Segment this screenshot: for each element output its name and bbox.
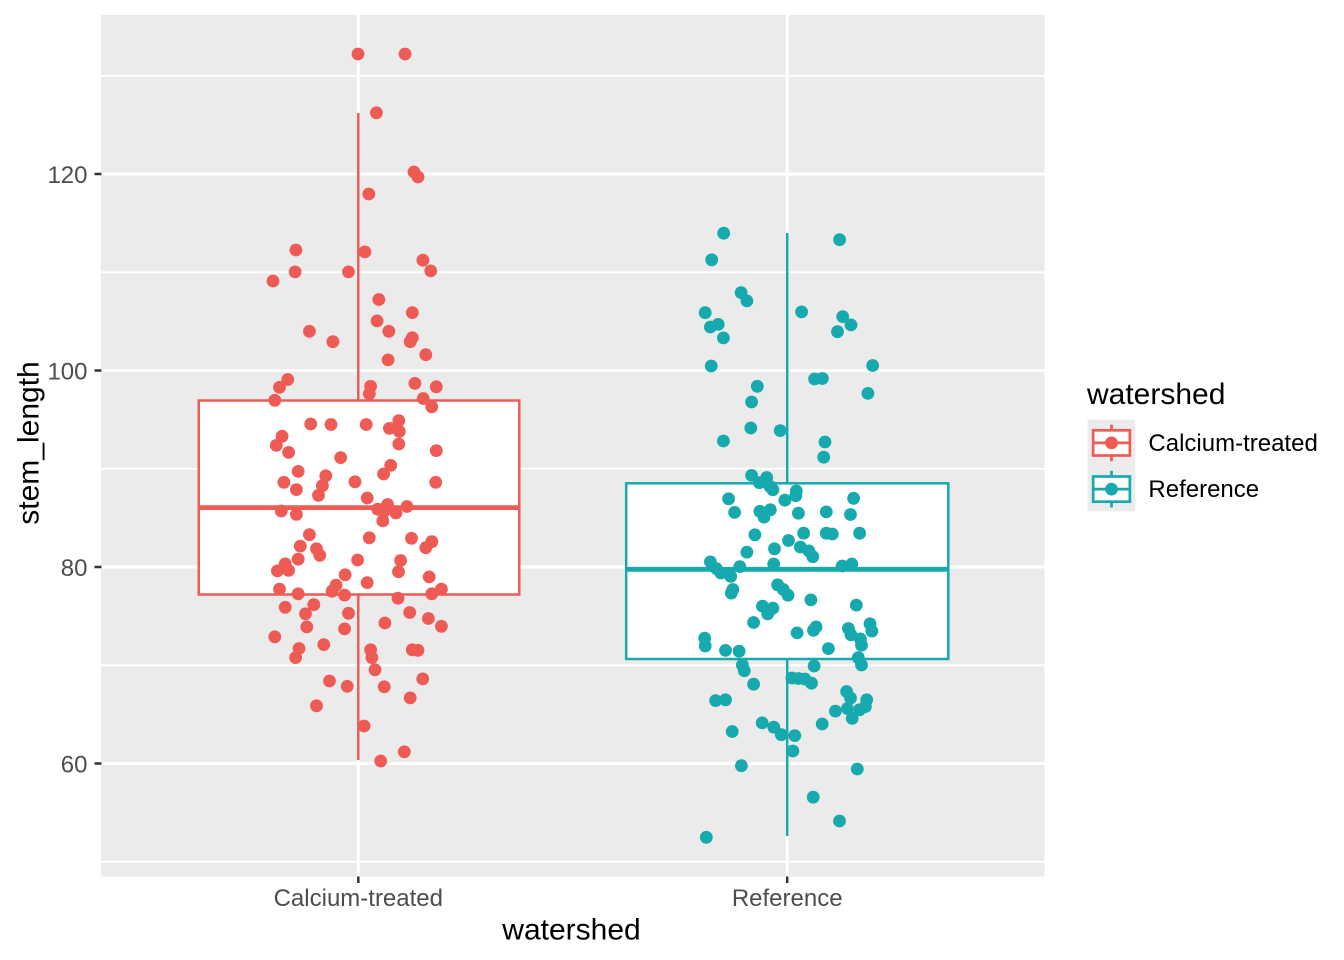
svg-text:60: 60 (61, 752, 88, 779)
svg-text:120: 120 (47, 162, 87, 189)
svg-text:Calcium-treated: Calcium-treated (274, 885, 443, 912)
svg-text:watershed: watershed (501, 914, 640, 947)
svg-text:Calcium-treated: Calcium-treated (1148, 430, 1317, 457)
svg-text:80: 80 (61, 555, 88, 582)
svg-text:watershed: watershed (1086, 378, 1225, 411)
svg-text:Reference: Reference (732, 885, 843, 912)
svg-text:stem_length: stem_length (13, 361, 46, 524)
svg-text:Reference: Reference (1148, 476, 1259, 503)
svg-text:100: 100 (47, 359, 87, 386)
